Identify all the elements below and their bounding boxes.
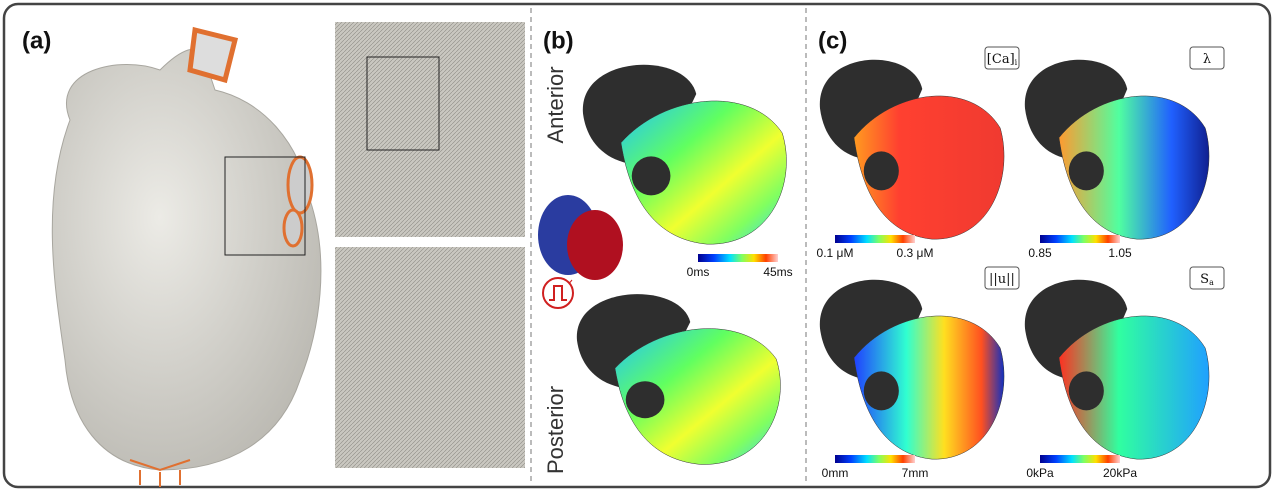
symbol: S [1200, 272, 1209, 287]
valve [864, 371, 899, 410]
colorbar-max: 7mm [902, 466, 929, 480]
colorbar-min: 0mm [822, 466, 849, 480]
map-label: ||u|| [989, 272, 1015, 287]
zoom-inset [335, 22, 525, 237]
symbol: [Ca] [987, 52, 1015, 67]
heart-mesh [52, 49, 321, 470]
colorbar-max: 45ms [763, 265, 792, 279]
colorbar [835, 235, 915, 243]
figure: (a) (b) Anterior Posterior 0ms 45ms (c) … [0, 0, 1274, 491]
colorbar-min: 0ms [687, 265, 710, 279]
valve [1069, 371, 1104, 410]
colorbar-min: 0.85 [1028, 246, 1052, 260]
colorbar-min: 0.1 μM [817, 246, 854, 260]
colorbar [1040, 235, 1120, 243]
colorbar-min: 0kPa [1026, 466, 1054, 480]
vessel [284, 210, 302, 246]
panel-label: (a) [22, 27, 51, 54]
panel-label: (b) [543, 27, 574, 54]
vessel [190, 30, 235, 80]
subscript: a [1209, 278, 1214, 287]
panel-label: (c) [818, 27, 847, 54]
map-label: [Ca]i [987, 52, 1018, 68]
valve [1069, 151, 1104, 190]
panel-b: (b) Anterior Posterior 0ms 45ms [538, 27, 793, 474]
zoom-inset [335, 247, 525, 468]
subscript: i [1015, 58, 1018, 67]
colorbar-max: 0.3 μM [897, 246, 934, 260]
map-label: λ [1203, 52, 1211, 67]
stimulus-icon [543, 278, 573, 308]
colorbar [1040, 455, 1120, 463]
view-label: Posterior [543, 386, 568, 474]
panel-c: (c) [Ca]i 0.1 μM 0.3 μM λ 0.85 1.05 ||u|| 0mm 7m… [817, 27, 1224, 480]
vessel [288, 157, 312, 213]
symbol: ||u|| [989, 272, 1015, 287]
symbol: λ [1203, 52, 1211, 67]
colorbar-max: 1.05 [1108, 246, 1132, 260]
view-label: Anterior [543, 66, 568, 143]
colorbar [698, 254, 778, 262]
valve [632, 156, 671, 195]
colorbar-max: 20kPa [1103, 466, 1137, 480]
model-icon [567, 210, 623, 280]
colorbar [835, 455, 915, 463]
valve [626, 381, 665, 418]
panel-a: (a) [22, 22, 525, 487]
valve [864, 151, 899, 190]
